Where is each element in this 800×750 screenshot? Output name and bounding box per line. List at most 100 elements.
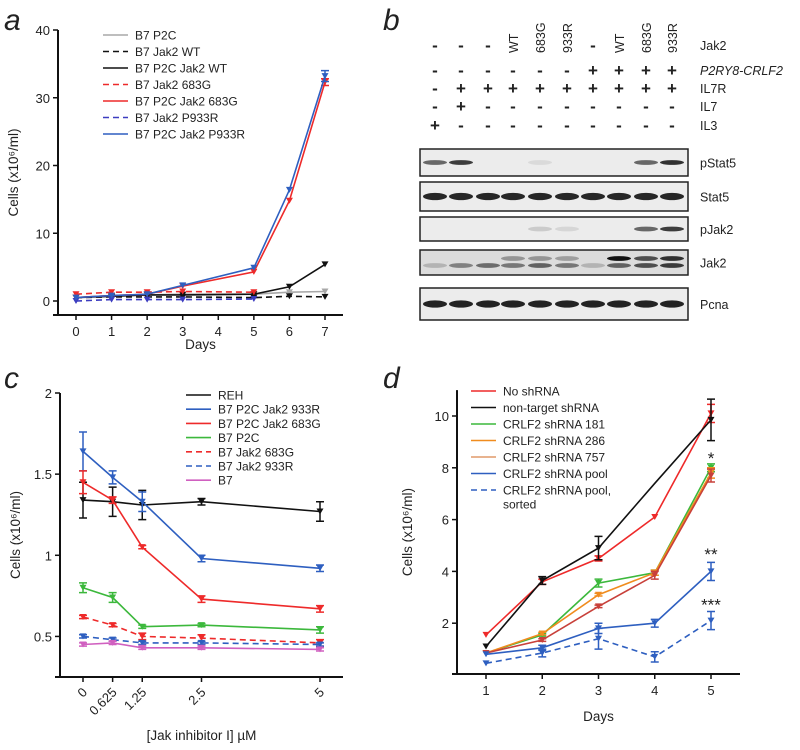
band	[634, 263, 658, 268]
y-tick-label: 2	[45, 386, 52, 401]
plus-sign: +	[614, 61, 624, 80]
x-tick-label: 4	[651, 683, 658, 698]
x-tick-label: 4	[215, 324, 222, 339]
data-point	[538, 649, 546, 656]
panel-letter-b: b	[383, 4, 400, 37]
minus-sign: -	[510, 116, 516, 135]
data-point	[538, 630, 546, 637]
condition-row-jak2: - - - WT 683G 933R - WT 683G 933R Jak2	[432, 22, 726, 55]
condition-label: IL7	[700, 100, 717, 114]
blot-label: pStat5	[700, 157, 736, 171]
series-b7	[79, 639, 324, 653]
data-point	[108, 296, 116, 303]
data-point	[198, 644, 205, 651]
legend-label: B7 P2C	[135, 29, 177, 43]
x-tick-label: 2	[144, 324, 151, 339]
data-point	[79, 497, 87, 504]
condition-label: IL7R	[700, 82, 726, 96]
data-point	[79, 448, 87, 455]
band	[528, 256, 552, 261]
x-tick-label: 5	[707, 683, 714, 698]
minus-sign: -	[669, 116, 675, 135]
data-point	[538, 577, 546, 584]
band	[634, 160, 658, 165]
data-point	[109, 474, 117, 481]
data-point	[707, 416, 715, 423]
data-point	[179, 282, 187, 289]
y-tick-label: 1	[45, 548, 52, 563]
data-point	[285, 289, 293, 296]
minus-sign: -	[564, 61, 570, 80]
data-point	[250, 295, 258, 302]
data-point	[179, 288, 187, 295]
data-point	[316, 605, 324, 612]
legend-label: B7 P2C Jak2 683G	[135, 95, 238, 109]
x-tick-label: 2	[539, 683, 546, 698]
plus-sign: +	[588, 61, 598, 80]
data-point	[79, 584, 87, 591]
minus-sign: -	[590, 97, 596, 116]
minus-sign: -	[590, 36, 596, 55]
legend-label: REH	[218, 389, 243, 403]
legend-label: B7 P2C Jak2 P933R	[135, 128, 245, 142]
data-point	[595, 635, 602, 642]
data-point	[321, 73, 329, 80]
minus-sign: -	[458, 116, 464, 135]
plus-sign: +	[430, 116, 440, 135]
series-b7-jak2-p933r	[72, 295, 258, 304]
minus-sign: -	[485, 61, 491, 80]
data-point	[595, 580, 602, 587]
plus-sign: +	[667, 61, 677, 80]
blot-pcna: Pcna	[419, 287, 729, 321]
legend-label: CRLF2 shRNA pool	[503, 467, 608, 481]
data-point	[538, 644, 546, 651]
data-point	[538, 637, 546, 644]
data-point	[651, 572, 659, 579]
band	[555, 256, 579, 261]
data-point	[72, 291, 80, 298]
band	[476, 300, 500, 308]
data-point	[79, 633, 87, 640]
data-point	[79, 641, 87, 648]
blot-label: Pcna	[700, 298, 729, 312]
data-point	[198, 622, 205, 629]
data-point	[482, 643, 490, 650]
data-point	[138, 623, 146, 630]
band	[581, 300, 605, 308]
x-tick-label: 1	[482, 683, 489, 698]
band	[528, 160, 552, 165]
significance-marker: *	[708, 449, 715, 468]
minus-sign: -	[458, 61, 464, 80]
y-tick-label: 10	[36, 226, 50, 241]
condition-label: P2RY8-CRLF2	[700, 64, 783, 78]
x-tick-label: 7	[321, 324, 328, 339]
data-point	[316, 508, 324, 515]
legend-label: CRLF2 shRNA 757	[503, 451, 605, 465]
data-point	[285, 283, 293, 290]
minus-sign: -	[458, 36, 464, 55]
data-point	[109, 636, 117, 643]
plus-sign: +	[641, 61, 651, 80]
minus-sign: -	[485, 36, 491, 55]
band	[634, 256, 658, 261]
band	[634, 192, 658, 201]
condition-label: Jak2	[700, 39, 726, 53]
x-tick-label: 1.25	[121, 685, 150, 714]
y-tick-label: 8	[442, 461, 449, 476]
y-tick-label: 4	[442, 564, 449, 579]
data-point	[108, 292, 116, 299]
legend-label: B7 Jak2 683G	[135, 78, 211, 92]
band	[660, 300, 684, 308]
band	[660, 256, 684, 261]
data-point	[143, 291, 151, 298]
data-point	[198, 639, 205, 646]
x-tick-label: 3	[179, 324, 186, 339]
panel-letter-a: a	[4, 4, 21, 37]
minus-sign: -	[564, 116, 570, 135]
legend-label: CRLF2 shRNA pool,	[503, 484, 611, 498]
plus-sign: +	[456, 79, 466, 98]
legend-label: B7 P2C Jak2 933R	[218, 403, 320, 417]
data-point	[316, 626, 324, 633]
plus-sign: +	[614, 79, 624, 98]
